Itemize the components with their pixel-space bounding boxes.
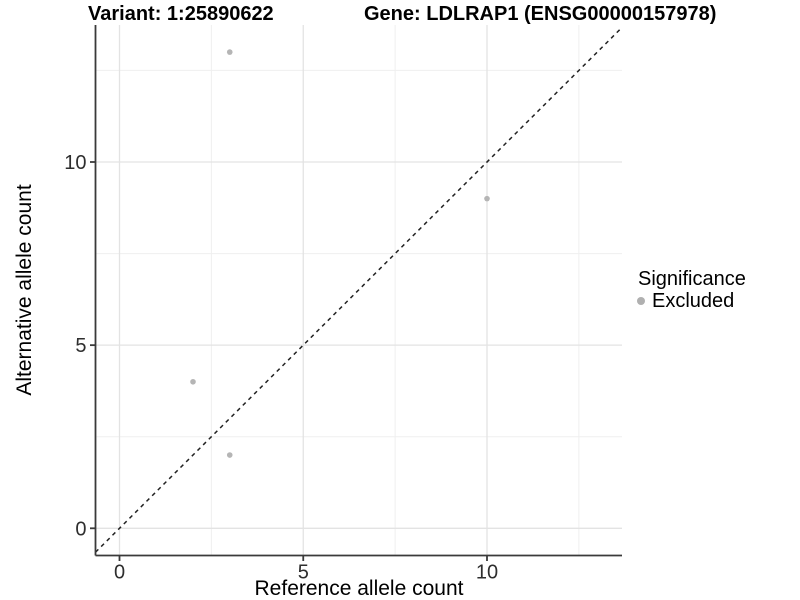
y-tick-label: 10 <box>64 152 86 174</box>
major-gridlines <box>95 25 622 556</box>
x-axis-title: Reference allele count <box>255 577 464 600</box>
data-point <box>226 452 233 458</box>
gene-title: Gene: LDLRAP1 (ENSG00000157978) <box>364 3 717 25</box>
variant-title: Variant: 1:25890622 <box>88 3 274 25</box>
legend-item-label: Excluded <box>652 289 735 312</box>
axis-lines <box>94 25 622 557</box>
data-points <box>190 49 490 458</box>
data-point <box>226 49 233 55</box>
y-tick-label: 0 <box>75 518 86 540</box>
y-axis-title: Alternative allele count <box>13 184 36 395</box>
x-tick-label: 0 <box>114 562 125 584</box>
data-point <box>190 378 196 385</box>
identity-line <box>94 26 623 553</box>
legend-item-excluded: Excluded <box>633 290 746 312</box>
axis-ticks <box>90 161 488 561</box>
x-tick-label: 5 <box>298 562 309 584</box>
legend-title: Significance <box>638 268 746 290</box>
tick-labels: 0 5 10 0 5 10 <box>64 152 498 584</box>
y-tick-label: 5 <box>75 335 86 357</box>
x-tick-label: 10 <box>476 562 498 584</box>
legend: Significance Excluded <box>633 268 746 312</box>
minor-gridlines <box>95 25 622 556</box>
identity-line-group <box>94 26 623 553</box>
excluded-dot-icon <box>637 297 645 305</box>
data-point <box>484 195 490 202</box>
